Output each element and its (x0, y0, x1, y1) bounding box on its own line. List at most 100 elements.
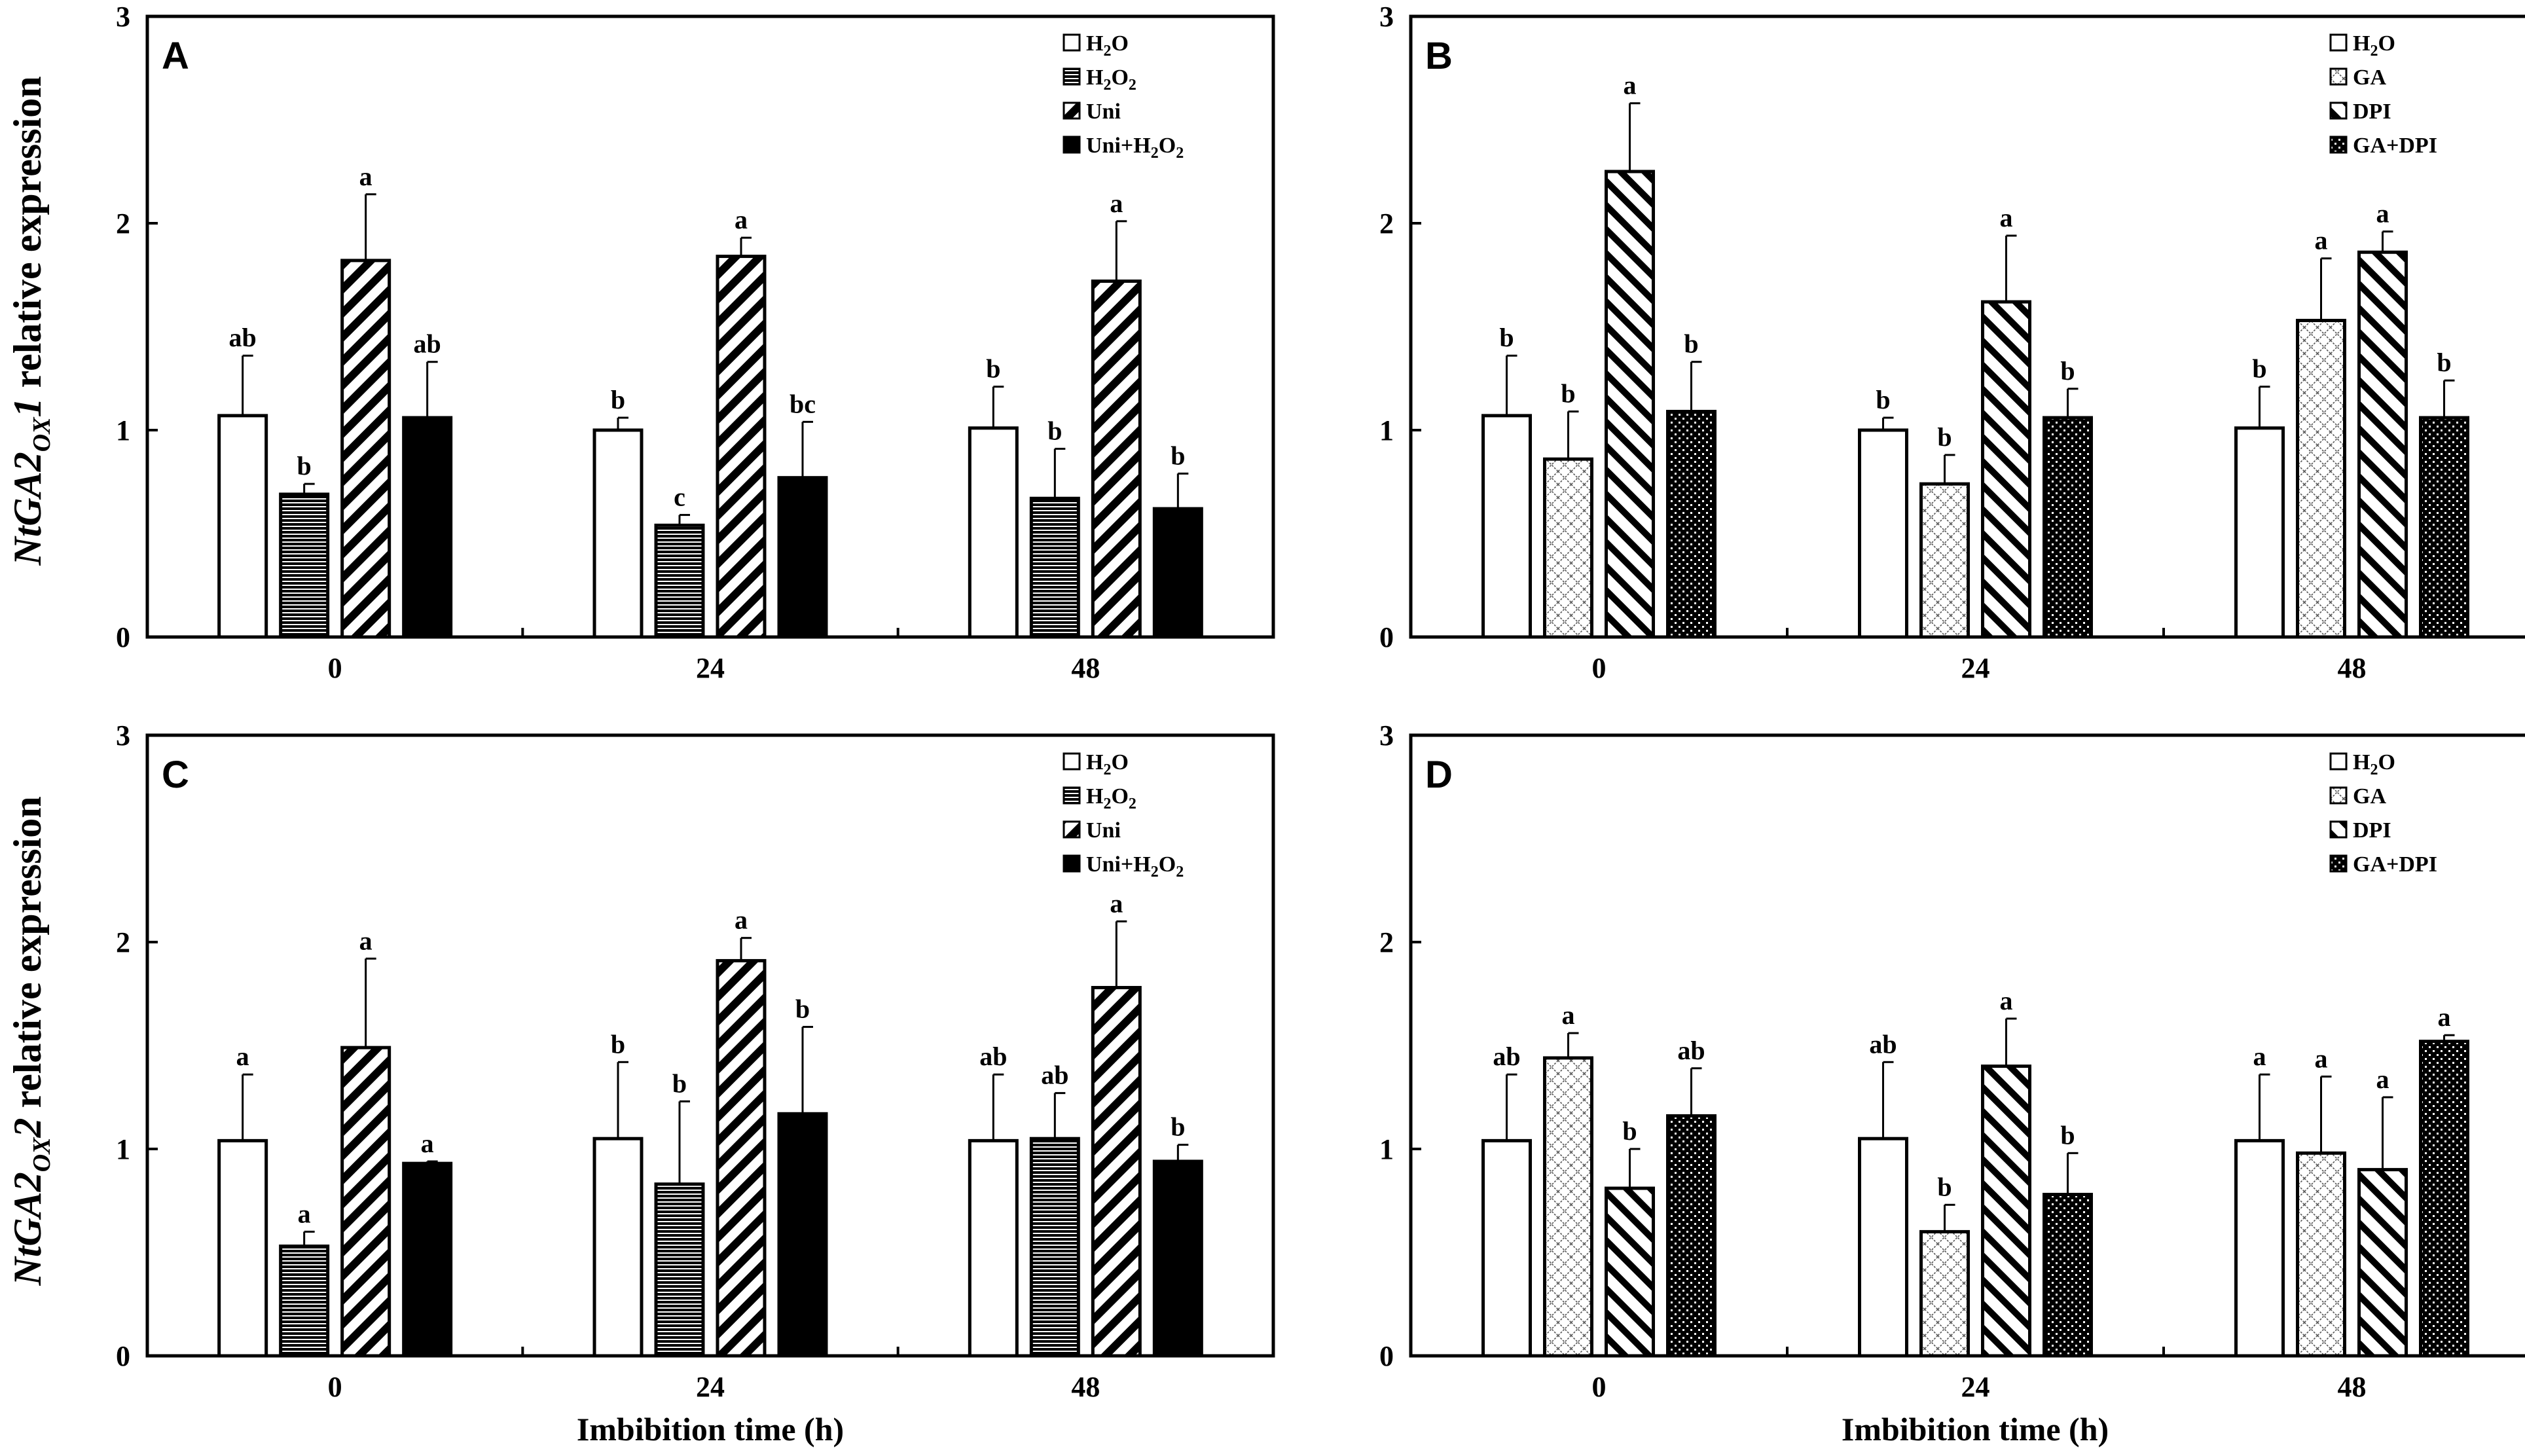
bar (1481, 1138, 1532, 1358)
significance-letter: a (298, 1199, 311, 1228)
significance-letter: a (735, 905, 748, 935)
significance-letter: b (1561, 379, 1575, 409)
bar (2043, 416, 2093, 639)
bar (2419, 416, 2469, 639)
bar (1091, 279, 1142, 639)
y-tick-label: 3 (1379, 719, 1394, 752)
significance-letter: b (1171, 1112, 1185, 1142)
bar (1605, 1186, 1655, 1358)
legend-entry: DPI (2353, 100, 2391, 124)
significance-letter: a (1110, 888, 1123, 918)
bar (2296, 319, 2346, 639)
significance-letter: ab (1041, 1061, 1068, 1090)
legend-entry: Uni (1086, 100, 1121, 124)
bar (654, 523, 705, 639)
bar (279, 1245, 330, 1358)
legend-swatch (2329, 67, 2348, 86)
panels: 0123A0abbaab24bcabc48bbabH2OH2O2UniUni+H… (116, 1, 2525, 1403)
significance-letter: b (2437, 348, 2451, 377)
legend-entry: H2O2 (1086, 784, 1136, 812)
x-tick-label: 0 (328, 652, 342, 684)
significance-letter: c (674, 482, 685, 512)
legend-entry: H2O (2353, 31, 2395, 60)
bar (1919, 1229, 1970, 1358)
x-tick-label: 0 (328, 1371, 342, 1403)
significance-letter: b (1937, 422, 1952, 452)
panel-letter-A: A (162, 35, 189, 77)
legend-swatch (1063, 752, 1081, 771)
y-tick-label: 1 (1379, 1133, 1394, 1165)
bar (777, 476, 828, 639)
bar (279, 492, 330, 639)
bar (1543, 1056, 1593, 1358)
bar (716, 958, 767, 1358)
bar (1091, 986, 1142, 1358)
bar (217, 1138, 268, 1358)
y-tick-label: 2 (116, 926, 130, 958)
legend-swatch (2329, 101, 2348, 120)
significance-letter: a (2315, 226, 2328, 255)
bar (402, 1161, 453, 1358)
y-tick-label: 3 (1379, 1, 1394, 33)
significance-letter: b (1876, 385, 1890, 414)
legend-swatch (2329, 786, 2348, 805)
significance-letter: b (297, 451, 312, 481)
significance-letter: b (611, 1029, 625, 1059)
legend-entry: GA (2353, 65, 2386, 90)
significance-letter: a (2376, 1065, 2389, 1094)
legend-swatch (2329, 33, 2348, 52)
significance-letter: ab (1869, 1029, 1897, 1059)
y-tick-label: 0 (1379, 621, 1394, 653)
panel-letter-D: D (1425, 754, 1453, 796)
legend-swatch (2329, 820, 2348, 839)
legend-swatch (1063, 101, 1081, 120)
bar (1543, 457, 1593, 639)
significance-letter: b (2252, 354, 2266, 384)
bar (654, 1182, 705, 1358)
significance-letter: a (2315, 1044, 2328, 1073)
legend-entry: Uni+H2O2 (1086, 852, 1184, 881)
y-tick-label: 2 (1379, 926, 1394, 958)
bar (592, 1137, 644, 1358)
legend-swatch (1063, 786, 1081, 805)
y-tick-label: 1 (116, 414, 130, 446)
significance-letter: b (795, 994, 810, 1024)
significance-letter: bc (790, 389, 816, 418)
bar (1919, 482, 1970, 639)
significance-letter: a (1562, 1000, 1575, 1030)
panel-B: 0 1 2 3B 0 b b a b 24 b b a b 48 b a a b H2O GA DPI GA+DPI (1379, 1, 2525, 684)
legend-swatch (2329, 854, 2348, 873)
bar (2419, 1040, 2469, 1358)
legend-swatch (2329, 136, 2348, 154)
bar (716, 255, 767, 639)
bar (968, 426, 1019, 639)
bar (1152, 1159, 1203, 1358)
y-tick-label: 3 (116, 719, 130, 752)
bar (2296, 1151, 2346, 1358)
legend-entry: DPI (2353, 818, 2391, 843)
plot-frame (145, 733, 1275, 1358)
legend-swatch (1063, 136, 1081, 154)
bar (1152, 507, 1203, 639)
legend-swatch (1063, 33, 1081, 52)
plot-frame (1409, 14, 2525, 639)
significance-letter: a (236, 1042, 249, 1071)
x-tick-label: 48 (2338, 652, 2367, 684)
significance-letter: a (2253, 1042, 2266, 1071)
bar (2234, 426, 2285, 639)
bar (592, 428, 644, 639)
bar (1981, 1065, 2031, 1358)
y-tick-label: 0 (116, 621, 130, 653)
y-tick-label: 0 (1379, 1340, 1394, 1372)
panel-letter-C: C (162, 754, 189, 796)
plot-frame (1409, 733, 2525, 1358)
significance-letter: b (1622, 1116, 1637, 1146)
y-tick-label: 0 (116, 1340, 130, 1372)
significance-letter: b (672, 1068, 687, 1098)
plot-frame (145, 14, 1275, 639)
legend-swatch (1063, 67, 1081, 86)
ylabel-top: NtGA2OX1 relative expression (6, 76, 56, 566)
significance-letter: b (611, 385, 625, 414)
legend-entry: Uni (1086, 818, 1121, 843)
